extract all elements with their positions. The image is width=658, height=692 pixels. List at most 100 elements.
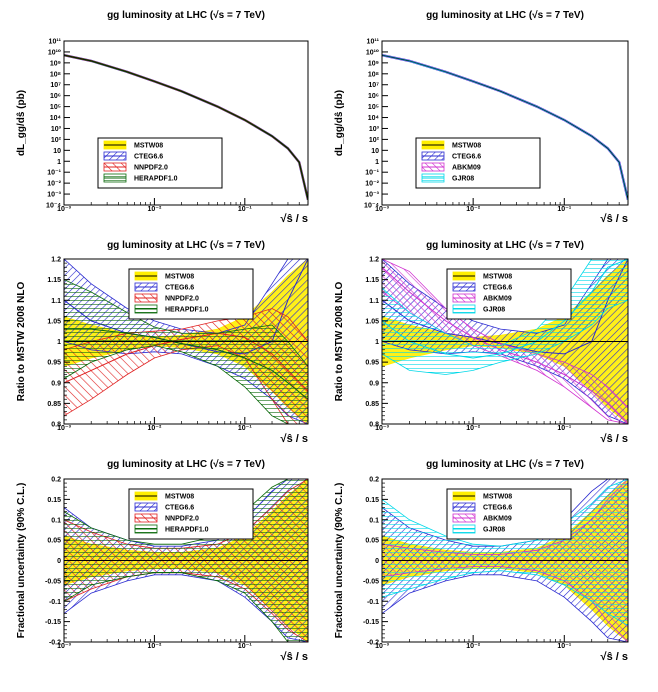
legend-label-HERAPDF10: HERAPDF1.0 xyxy=(134,176,178,183)
y-tick-label: 10⁻¹ xyxy=(365,170,379,177)
y-tick-label: 10¹⁰ xyxy=(366,48,379,56)
x-axis-label: √ŝ / s xyxy=(601,433,628,445)
x-tick-label: 10⁻¹ xyxy=(557,643,571,650)
y-tick-label: 1.15 xyxy=(365,277,379,284)
y-tick-label: -0.1 xyxy=(367,599,379,606)
legend-label-CTEG66: CTEG6.6 xyxy=(483,285,512,292)
y-tick-label: 0.15 xyxy=(47,497,61,504)
curve-MSTW08 xyxy=(64,54,308,200)
legend-label-NNPDF20: NNPDF2.0 xyxy=(134,165,168,172)
y-tick-label: 0.85 xyxy=(365,401,379,408)
plot-area xyxy=(382,54,628,201)
y-tick-label: 0.1 xyxy=(51,517,61,524)
y-axis-label: Ratio to MSTW 2008 NLO xyxy=(16,282,27,402)
y-tick-label: 10¹¹ xyxy=(49,39,62,46)
legend-label-CTEG66: CTEG6.6 xyxy=(452,154,481,161)
x-tick-label: 10⁻³ xyxy=(375,206,389,213)
y-tick-label: 10⁻² xyxy=(47,181,61,188)
y-tick-label: 1 xyxy=(57,159,61,166)
y-axis-label: Fractional uncertainty (90% C.L.) xyxy=(16,483,27,639)
plot-area xyxy=(382,259,628,424)
y-tick-label: 10¹¹ xyxy=(367,39,380,46)
legend-label-MSTW08: MSTW08 xyxy=(483,274,512,281)
plot-area xyxy=(64,259,308,424)
y-tick-label: 1.05 xyxy=(365,318,379,325)
legend-label-CTEG66: CTEG6.6 xyxy=(134,154,163,161)
x-tick-label: 10⁻³ xyxy=(375,643,389,650)
legend-label-GJR08: GJR08 xyxy=(483,307,505,314)
y-tick-label: 0.15 xyxy=(365,497,379,504)
y-tick-label: 10 xyxy=(53,148,61,155)
band-GJR08 xyxy=(382,259,628,375)
y-axis-label: Ratio to MSTW 2008 NLO xyxy=(334,282,345,402)
y-tick-label: 1.1 xyxy=(51,298,61,305)
y-tick-label: 0.85 xyxy=(47,401,61,408)
chart-bottom-left: 10⁻³ 10⁻² 10⁻¹ -0.2 -0.15 -0.1 -0.05 0 0.05 0.1 0.… xyxy=(16,459,309,663)
chart-title: gg luminosity at LHC (√s = 7 TeV) xyxy=(426,240,584,251)
chart-top-left: 10⁻³ 10⁻² 10⁻¹10⁻⁴10⁻³10⁻²10⁻¹11010²10³10⁴… xyxy=(16,10,309,225)
y-tick-label: 0.8 xyxy=(51,422,61,429)
y-tick-label: 10² xyxy=(369,137,380,144)
x-tick-label: 10⁻² xyxy=(147,643,161,650)
x-axis-label: √ŝ / s xyxy=(281,433,308,445)
x-tick-label: 10⁻¹ xyxy=(238,425,252,432)
x-tick-label: 10⁻² xyxy=(147,425,161,432)
y-tick-label: 0.9 xyxy=(51,380,61,387)
y-tick-label: 10¹⁰ xyxy=(48,48,61,56)
y-tick-label: 10⁵ xyxy=(368,104,379,111)
y-tick-label: 1.2 xyxy=(369,257,379,264)
y-tick-label: 0.1 xyxy=(369,517,379,524)
y-tick-label: 0 xyxy=(57,558,61,565)
x-tick-label: 10⁻³ xyxy=(57,425,71,432)
y-tick-label: 0.9 xyxy=(369,380,379,387)
legend-label-HERAPDF10: HERAPDF1.0 xyxy=(165,527,209,534)
x-tick-label: 10⁻¹ xyxy=(557,425,571,432)
y-tick-label: 0.95 xyxy=(47,360,61,367)
band-HERAPDF10 xyxy=(64,279,308,424)
legend-label-MSTW08: MSTW08 xyxy=(165,494,194,501)
legend-label-NNPDF20: NNPDF2.0 xyxy=(165,296,199,303)
legend: MSTW08 CTEG6.6 NNPDF2.0 HERAPDF1.0 xyxy=(97,137,223,189)
x-axis-label: √ŝ / s xyxy=(601,651,628,663)
chart-mid-right: 10⁻³ 10⁻² 10⁻¹ 0.8 0.85 0.9 0.95 1 1.05 1.1 1.15 1.… xyxy=(334,240,629,445)
y-tick-label: 0.2 xyxy=(51,477,61,484)
x-tick-label: 10⁻¹ xyxy=(238,643,252,650)
legend-label-GJR08: GJR08 xyxy=(483,527,505,534)
legend-label-ABKM09: ABKM09 xyxy=(483,296,512,303)
y-tick-label: -0.05 xyxy=(363,578,379,585)
central-HERAPDF10 xyxy=(64,328,308,400)
y-tick-label: 0.05 xyxy=(365,538,379,545)
y-tick-label: 10⁸ xyxy=(368,71,379,78)
y-tick-label: -0.05 xyxy=(45,578,61,585)
legend-label-CTEG66: CTEG6.6 xyxy=(165,285,194,292)
y-tick-label: 1 xyxy=(375,159,379,166)
y-tick-label: 10⁶ xyxy=(50,93,61,100)
chart-title: gg luminosity at LHC (√s = 7 TeV) xyxy=(426,459,584,470)
x-tick-label: 10⁻² xyxy=(147,206,161,213)
y-tick-label: 10³ xyxy=(51,126,62,133)
legend: MSTW08 CTEG6.6 NNPDF2.0 HERAPDF1.0 xyxy=(128,488,254,540)
y-tick-label: 1.15 xyxy=(47,277,61,284)
x-tick-label: 10⁻² xyxy=(466,425,480,432)
chart-top-right: 10⁻³ 10⁻² 10⁻¹10⁻⁴10⁻³10⁻²10⁻¹11010²10³10⁴… xyxy=(334,10,629,225)
y-tick-label: -0.2 xyxy=(367,640,379,647)
legend-label-MSTW08: MSTW08 xyxy=(134,143,163,150)
plot-frame xyxy=(381,40,629,206)
x-axis-label: √ŝ / s xyxy=(281,213,308,225)
y-axis-label: dL_gg/dŝ (pb) xyxy=(16,90,27,156)
chart-title: gg luminosity at LHC (√s = 7 TeV) xyxy=(426,10,584,21)
curve-MSTW08 xyxy=(382,54,628,200)
chart-title: gg luminosity at LHC (√s = 7 TeV) xyxy=(107,10,265,21)
y-tick-label: 0.2 xyxy=(369,477,379,484)
y-tick-label: 10⁻² xyxy=(365,181,379,188)
y-tick-label: 10⁶ xyxy=(368,93,379,100)
y-tick-label: 10³ xyxy=(369,126,380,133)
legend-label-ABKM09: ABKM09 xyxy=(452,165,481,172)
y-tick-label: 10⁻⁴ xyxy=(46,203,61,210)
plot-area xyxy=(64,54,308,201)
y-tick-label: 10⁹ xyxy=(50,60,61,67)
legend-label-GJR08: GJR08 xyxy=(452,176,474,183)
y-tick-label: 10 xyxy=(371,148,379,155)
plot-frame xyxy=(63,40,309,206)
legend: MSTW08 CTEG6.6 NNPDF2.0 HERAPDF1.0 xyxy=(128,268,254,320)
